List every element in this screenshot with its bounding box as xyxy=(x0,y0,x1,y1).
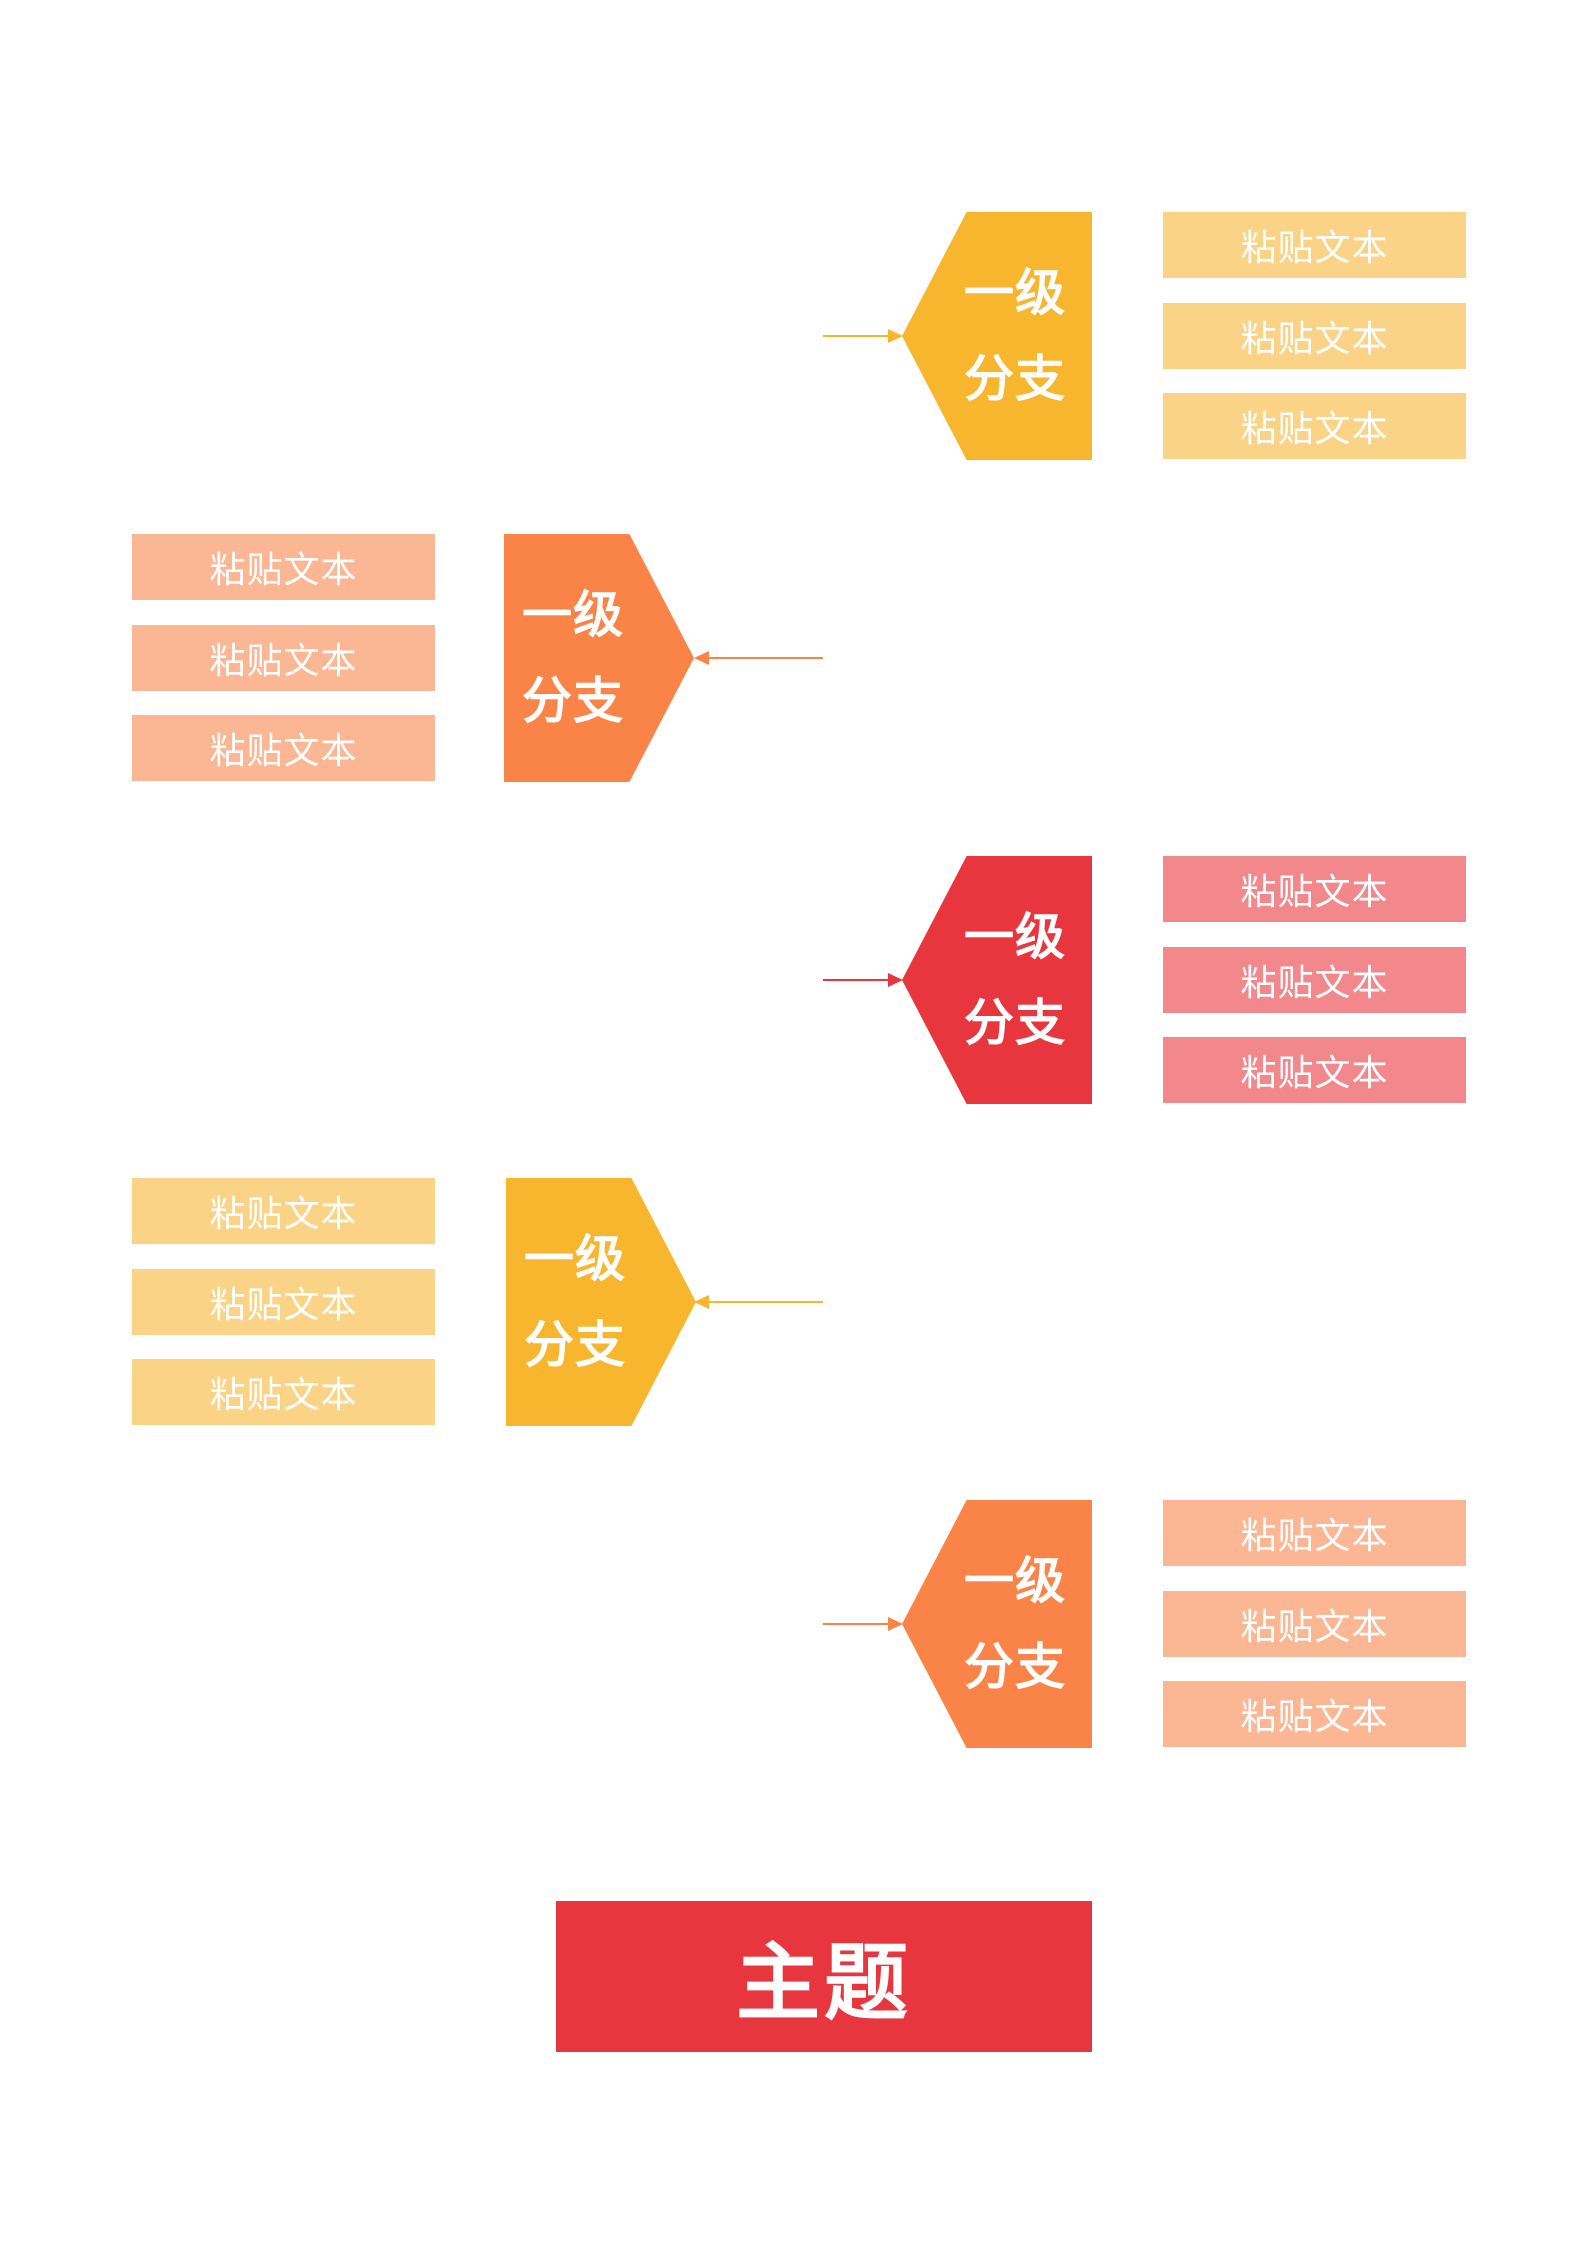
branch-2-line1: 一级 xyxy=(522,586,624,644)
branch-1-line2: 分支 xyxy=(964,350,1066,408)
connector-branch-3 xyxy=(823,973,903,987)
branch-4-leaf-1[interactable]: 粘贴文本 xyxy=(132,1178,435,1244)
branch-3-leaf-1[interactable]: 粘贴文本 xyxy=(1163,856,1466,922)
branch-3-leaf-2[interactable]: 粘贴文本 xyxy=(1163,947,1466,1013)
branch-5-leaf-3[interactable]: 粘贴文本 xyxy=(1163,1681,1466,1747)
branch-3-leaf-3[interactable]: 粘贴文本 xyxy=(1163,1037,1466,1103)
branch-1-line1: 一级 xyxy=(964,264,1066,322)
main-topic[interactable]: 主题 xyxy=(556,1901,1092,2052)
branch-4-line1: 一级 xyxy=(524,1230,626,1288)
branch-1-leaf-1[interactable]: 粘贴文本 xyxy=(1163,212,1466,278)
branch-5-leaf-2[interactable]: 粘贴文本 xyxy=(1163,1591,1466,1657)
branch-3-line2: 分支 xyxy=(964,994,1066,1052)
branch-5-line1: 一级 xyxy=(964,1552,1066,1610)
branch-5-leaf-1[interactable]: 粘贴文本 xyxy=(1163,1500,1466,1566)
branch-2-leaf-2[interactable]: 粘贴文本 xyxy=(132,625,435,691)
branch-3-line1: 一级 xyxy=(964,908,1066,966)
branch-2-leaf-3[interactable]: 粘贴文本 xyxy=(132,715,435,781)
connector-branch-1 xyxy=(823,329,903,343)
branch-1-leaf-3[interactable]: 粘贴文本 xyxy=(1163,393,1466,459)
branch-5-line2: 分支 xyxy=(964,1638,1066,1696)
connector-branch-4 xyxy=(694,1295,823,1309)
branch-4-leaf-2[interactable]: 粘贴文本 xyxy=(132,1269,435,1335)
branch-2-leaf-1[interactable]: 粘贴文本 xyxy=(132,534,435,600)
branch-2-line2: 分支 xyxy=(522,672,624,730)
branch-1-leaf-2[interactable]: 粘贴文本 xyxy=(1163,303,1466,369)
connector-branch-2 xyxy=(694,651,823,665)
branch-4-leaf-3[interactable]: 粘贴文本 xyxy=(132,1359,435,1425)
connector-branch-5 xyxy=(823,1617,903,1631)
branch-4-line2: 分支 xyxy=(524,1316,626,1374)
